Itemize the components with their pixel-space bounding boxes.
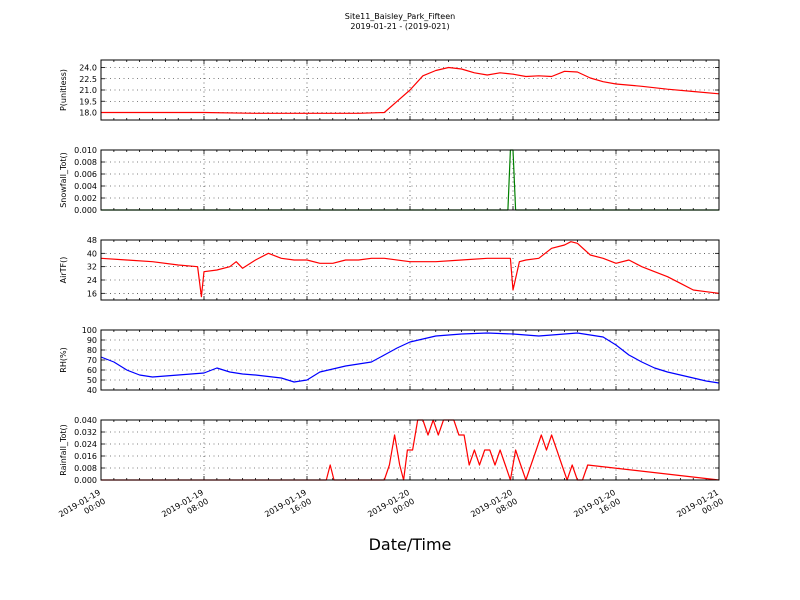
y-tick-label: 0.008	[74, 158, 97, 167]
x-tick-label: 2019-01-1908:00	[160, 488, 210, 528]
y-tick-label: 19.5	[79, 97, 97, 106]
series-line-1	[101, 66, 720, 114]
y-tick-label: 40	[87, 249, 97, 258]
panel-frame	[100, 59, 720, 121]
y-tick-label: 40	[87, 386, 97, 395]
x-tick-label: 2019-01-1916:00	[263, 488, 313, 528]
panel-3: 48 40 32 24 16 AirTF()	[59, 236, 720, 301]
x-tick-label: 2019-01-2100:00	[675, 488, 725, 528]
panels: 24.0 22.5 21.0 19.5 18.0 P(unitless) 0.010 0.00…	[59, 59, 720, 485]
x-tick-label: 2019-01-2016:00	[572, 488, 622, 528]
y-tick-label: 60	[87, 366, 97, 375]
panel-frame	[100, 149, 720, 211]
y-tick-label: 0.006	[74, 170, 97, 179]
y-axis-label: Snowfall_Tot()	[59, 152, 68, 208]
y-tick-label: 0.000	[74, 206, 97, 215]
series-line-5	[101, 419, 720, 481]
series-line-3	[100, 241, 720, 298]
series-line-4	[100, 332, 720, 384]
y-tick-label: 50	[87, 376, 97, 385]
y-tick-label: 48	[87, 236, 97, 245]
x-tick-label: 2019-01-2008:00	[469, 488, 519, 528]
y-tick-label: 21.0	[79, 86, 97, 95]
panel-frame	[100, 329, 720, 391]
y-tick-label: 0.032	[74, 428, 97, 437]
y-axis-label: RH(%)	[59, 347, 68, 372]
y-axis-label: AirTF()	[59, 257, 68, 284]
y-tick-label: 22.5	[79, 75, 97, 84]
y-tick-label: 0.008	[74, 464, 97, 473]
y-tick-label: 0.016	[74, 452, 97, 461]
y-tick-label: 0.024	[74, 440, 97, 449]
x-tick-label: 2019-01-2000:00	[366, 488, 416, 528]
y-tick-label: 80	[87, 346, 97, 355]
x-tick-label: 2019-01-1900:00	[57, 488, 107, 528]
panel-2: 0.010 0.008 0.006 0.004 0.002 0.000 Snowfall_T…	[59, 146, 720, 215]
y-tick-label: 0.040	[74, 416, 97, 425]
y-tick-label: 18.0	[79, 109, 97, 118]
panel-1: 24.0 22.5 21.0 19.5 18.0 P(unitless)	[59, 59, 720, 121]
y-tick-label: 24	[87, 276, 97, 285]
y-tick-label: 70	[87, 356, 97, 365]
y-tick-label: 24.0	[79, 64, 97, 73]
panel-5: 0.040 0.032 0.024 0.016 0.008 0.000 Rainfall_T…	[59, 416, 720, 485]
figure-title-line2: 2019-01-21 - (2019-021)	[350, 22, 449, 31]
y-tick-label: 90	[87, 336, 97, 345]
panel-frame	[100, 239, 720, 301]
y-tick-label: 16	[87, 289, 97, 298]
y-tick-label: 0.010	[74, 146, 97, 155]
y-axis-label: Rainfall_Tot()	[59, 424, 68, 476]
y-tick-label: 0.000	[74, 476, 97, 485]
y-tick-label: 0.004	[74, 182, 97, 191]
x-tick-labels: 2019-01-1900:00 2019-01-1908:00 2019-01-19…	[57, 488, 725, 528]
y-axis-label: P(unitless)	[59, 69, 68, 111]
x-axis-label: Date/Time	[369, 535, 452, 554]
y-tick-label: 32	[87, 263, 97, 272]
figure-title-line1: Site11_Baisley_Park_Fifteen	[345, 12, 455, 21]
y-tick-label: 0.002	[74, 194, 97, 203]
y-tick-label: 100	[82, 326, 97, 335]
panel-frame	[100, 419, 720, 481]
